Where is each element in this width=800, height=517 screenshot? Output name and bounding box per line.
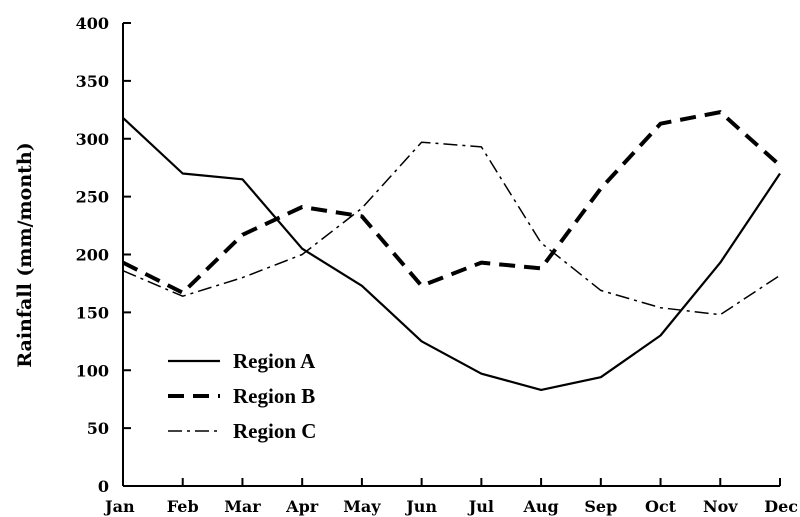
x-tick-label: Mar bbox=[224, 497, 261, 516]
x-tick-label: Jul bbox=[467, 497, 494, 516]
x-tick-label: May bbox=[343, 497, 381, 516]
y-tick-label: 350 bbox=[76, 72, 109, 91]
legend-label: Region B bbox=[233, 384, 315, 408]
x-tick-label: Aug bbox=[522, 497, 558, 516]
legend-label: Region C bbox=[233, 419, 316, 443]
tick-labels: 0 50 100 150 200 250 300 350 400 Jan Feb Mar Apr May J… bbox=[76, 14, 799, 516]
y-tick-label: 150 bbox=[76, 303, 109, 322]
series-line-3 bbox=[122, 141, 781, 316]
x-tick-label: Apr bbox=[285, 497, 319, 516]
x-tick-label: Jan bbox=[103, 497, 135, 516]
x-tick-label: Dec bbox=[764, 497, 798, 516]
y-tick-label: 0 bbox=[98, 477, 109, 496]
x-tick-label: Jun bbox=[404, 497, 437, 516]
y-axis-label: Rainfall (mm/month) bbox=[14, 142, 36, 367]
y-tick-label: 300 bbox=[76, 130, 109, 149]
x-tick-label: Feb bbox=[167, 497, 199, 516]
y-tick-label: 250 bbox=[76, 188, 109, 207]
legend-label: Region A bbox=[233, 349, 316, 373]
x-tick-label: Sep bbox=[584, 497, 617, 516]
series-lines bbox=[122, 110, 782, 391]
y-tick-label: 400 bbox=[76, 14, 109, 33]
series-line-1 bbox=[122, 117, 781, 391]
x-tick-label: Oct bbox=[645, 497, 677, 516]
legend: Region A Region B Region C bbox=[168, 349, 316, 443]
x-tick-label: Nov bbox=[703, 497, 738, 516]
y-tick-label: 50 bbox=[87, 419, 109, 438]
y-tick-label: 100 bbox=[76, 361, 109, 380]
axes bbox=[122, 23, 780, 487]
y-tick-label: 200 bbox=[76, 246, 109, 265]
series-line-2 bbox=[122, 110, 782, 295]
